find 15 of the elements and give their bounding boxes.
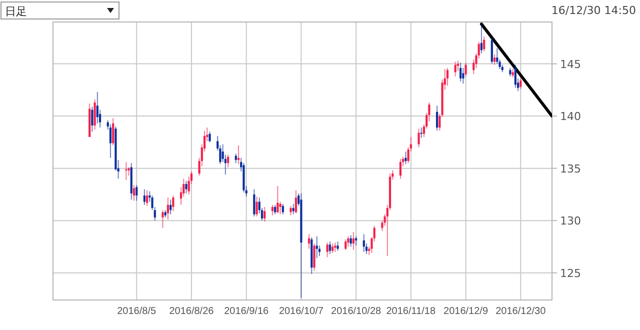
text: 16/12/30 14:50	[551, 4, 636, 17]
y-tick-label: 125	[560, 266, 581, 280]
x-tick-label: 2016/10/7	[278, 306, 324, 317]
y-tick-label: 140	[560, 110, 581, 124]
x-tick-label: 2016/9/16	[224, 306, 270, 317]
text: 日足	[5, 5, 27, 18]
x-tick-label: 2016/8/5	[117, 306, 156, 317]
x-tick-label: 2016/8/26	[169, 306, 214, 317]
x-tick-label: 2016/12/9	[444, 306, 488, 317]
y-tick-label: 130	[560, 214, 581, 228]
x-tick-label: 2016/11/18	[386, 306, 436, 317]
y-tick-label: 145	[560, 58, 581, 71]
x-tick-label: 2016/12/30	[496, 306, 546, 317]
x-tick-label: 2016/10/28	[331, 306, 382, 317]
y-tick-label: 135	[560, 162, 581, 176]
